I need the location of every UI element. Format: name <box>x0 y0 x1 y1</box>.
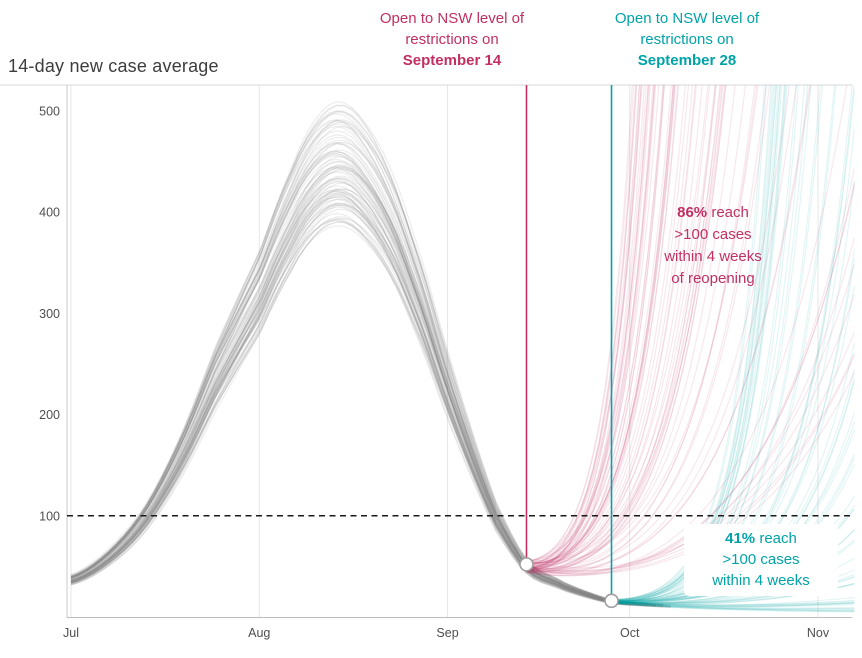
y-tick-label: 100 <box>39 509 60 523</box>
annotation-text-line: Open to NSW level of <box>379 10 525 27</box>
annotation-reopen-sep28: Open to NSW level of restrictions on Sep… <box>596 8 778 71</box>
annotation-text: reach <box>755 530 797 547</box>
annotation-text-line: Open to NSW level of <box>614 10 760 27</box>
x-tick-label: Oct <box>620 626 640 640</box>
annotation-date: September 28 <box>637 52 737 69</box>
x-tick-label: Nov <box>807 626 830 640</box>
y-tick-label: 200 <box>39 408 60 422</box>
annotation-text-line: 86% reach <box>628 202 798 224</box>
annotation-text-line: >100 cases <box>674 226 752 243</box>
annotation-text: reach <box>707 204 749 221</box>
annotation-text-line: 41% reach <box>688 528 834 549</box>
annotation-text-line: within 4 weeks <box>712 572 810 589</box>
annotation-date: September 14 <box>402 52 502 69</box>
annotation-outcome-sep28: 41% reach >100 cases within 4 weeks <box>684 524 838 596</box>
event-marker-sep28 <box>604 593 619 609</box>
percentage-value: 86% <box>677 204 708 221</box>
axis-tick-labels: 100 200 300 400 500 Jul Aug Sep Oct Nov <box>39 105 830 641</box>
annotation-outcome-sep14: 86% reach >100 cases within 4 weeks of r… <box>628 202 798 290</box>
annotation-text-line: restrictions on <box>640 31 734 48</box>
annotation-reopen-sep14: Open to NSW level of restrictions on Sep… <box>356 8 548 71</box>
x-tick-label: Aug <box>248 626 270 640</box>
pink-simulations-sep14 <box>526 85 855 577</box>
x-tick-label: Sep <box>436 626 458 640</box>
annotation-text-line: restrictions on <box>405 31 499 48</box>
percentage-value: 41% <box>725 530 756 547</box>
annotation-text-line: of reopening <box>671 270 755 287</box>
y-tick-label: 400 <box>39 206 60 220</box>
gridlines <box>70 85 819 618</box>
event-marker-sep14 <box>519 557 534 572</box>
y-tick-label: 300 <box>39 307 60 321</box>
annotation-text-line: >100 cases <box>722 551 800 568</box>
x-tick-label: Jul <box>63 626 79 640</box>
annotation-text-line: within 4 weeks <box>664 248 762 265</box>
chart-title: 14-day new case average <box>8 56 219 76</box>
y-tick-label: 500 <box>39 105 60 119</box>
